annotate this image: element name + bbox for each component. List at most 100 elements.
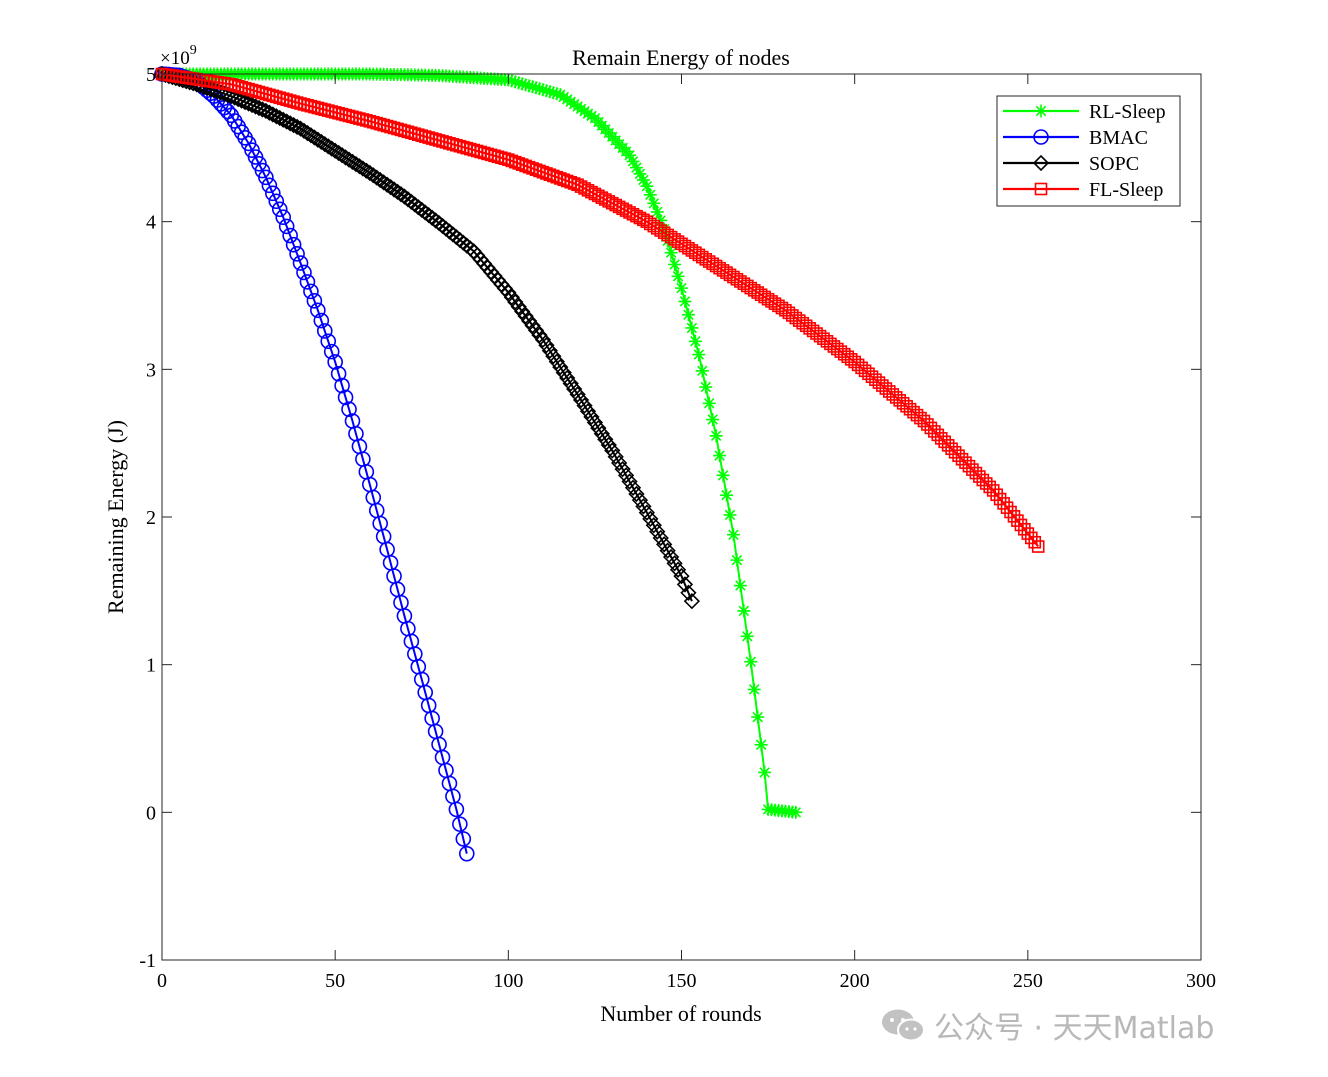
data-point-marker — [680, 584, 697, 601]
data-point-marker — [590, 419, 607, 437]
data-point-marker — [271, 109, 288, 127]
data-point-marker — [548, 353, 565, 370]
data-point-marker — [562, 375, 579, 392]
data-point-marker — [695, 250, 709, 264]
data-point-marker — [666, 555, 683, 572]
data-point-marker — [515, 77, 529, 91]
watermark: 公众号 · 天天Matlab — [880, 1004, 1214, 1046]
data-point-marker — [955, 452, 969, 466]
data-point-marker — [268, 108, 285, 125]
data-point-marker — [593, 425, 610, 442]
x-tick-label: 150 — [667, 970, 697, 992]
data-point-marker — [709, 259, 723, 273]
data-point-marker — [347, 155, 365, 173]
data-point-marker — [1014, 518, 1028, 532]
data-point-marker — [624, 479, 642, 496]
data-point-marker — [668, 257, 682, 271]
data-point-marker — [546, 86, 560, 100]
wechat-icon — [882, 1009, 925, 1042]
data-point-marker — [948, 445, 962, 459]
data-point-marker — [1007, 510, 1021, 523]
series-fl-sleep — [155, 67, 1045, 553]
data-point-marker — [534, 331, 552, 348]
data-point-marker — [675, 281, 688, 295]
data-point-marker — [351, 158, 368, 175]
data-point-marker — [659, 542, 676, 559]
data-point-marker — [299, 124, 316, 142]
data-point-marker — [720, 488, 734, 502]
data-point-marker — [268, 193, 285, 210]
data-point-marker — [539, 84, 553, 98]
data-point-marker — [288, 118, 306, 135]
data-point-marker — [952, 449, 965, 463]
data-point-marker — [458, 845, 475, 862]
data-point-marker — [993, 492, 1007, 506]
data-point-marker — [261, 177, 278, 194]
data-point-marker — [344, 153, 361, 170]
data-point-marker — [635, 498, 652, 515]
data-point-marker — [928, 425, 941, 438]
data-point-marker — [538, 337, 555, 354]
legend-label: FL-Sleep — [1089, 179, 1163, 201]
data-point-marker — [723, 268, 737, 282]
data-point-marker — [341, 401, 357, 418]
data-point-marker — [1000, 501, 1014, 514]
data-point-marker — [685, 244, 699, 257]
data-point-marker — [517, 308, 534, 325]
data-point-marker — [265, 185, 281, 202]
data-point-marker — [1004, 505, 1017, 519]
data-point-marker — [500, 284, 517, 301]
data-point-marker — [986, 484, 1000, 497]
data-point-marker — [282, 115, 299, 132]
data-point-marker — [706, 257, 719, 271]
data-point-marker — [649, 523, 666, 540]
data-point-marker — [607, 448, 624, 465]
data-point-marker — [271, 201, 288, 218]
data-point-marker — [278, 218, 295, 235]
data-point-marker — [682, 241, 695, 255]
data-point-marker — [723, 508, 737, 522]
data-point-marker — [633, 167, 647, 181]
data-point-marker — [320, 333, 337, 350]
data-point-marker — [302, 127, 320, 144]
data-point-marker — [543, 85, 557, 99]
data-point-marker — [555, 364, 572, 381]
legend-box — [996, 95, 1181, 207]
data-point-marker — [934, 432, 948, 445]
y-tick-label: 2 — [146, 507, 156, 529]
data-point-marker — [647, 219, 661, 233]
data-point-marker — [747, 284, 761, 297]
data-point-marker — [976, 473, 990, 487]
data-point-marker — [744, 281, 758, 295]
data-point-marker — [541, 342, 559, 359]
data-point-marker — [628, 485, 645, 503]
data-point-marker — [330, 144, 347, 162]
data-point-marker — [661, 228, 674, 242]
data-point-marker — [600, 436, 617, 454]
data-point-marker — [510, 298, 527, 315]
data-point-marker — [733, 579, 747, 593]
legend-entry: RL-Sleep — [1003, 101, 1166, 123]
data-point-marker — [545, 348, 562, 365]
data-point-marker — [572, 391, 590, 409]
data-point-marker — [702, 396, 716, 410]
y-tick-label: 1 — [146, 655, 156, 677]
data-point-marker — [740, 629, 754, 643]
data-point-marker — [295, 122, 313, 139]
data-point-marker — [678, 294, 692, 308]
x-tick-label: 250 — [1013, 970, 1043, 992]
data-point-marker — [734, 275, 747, 288]
data-point-marker — [671, 235, 685, 248]
data-point-marker — [340, 151, 358, 168]
data-point-marker — [566, 380, 583, 398]
y-exponent-power: 9 — [190, 43, 197, 58]
data-point-marker — [1024, 531, 1038, 545]
data-point-marker — [643, 188, 657, 202]
data-point-marker — [983, 480, 997, 494]
data-point-marker — [327, 142, 344, 159]
data-point-marker — [358, 162, 375, 179]
data-point-marker — [654, 224, 668, 237]
data-point-marker — [292, 255, 309, 271]
data-point-marker — [289, 246, 305, 262]
